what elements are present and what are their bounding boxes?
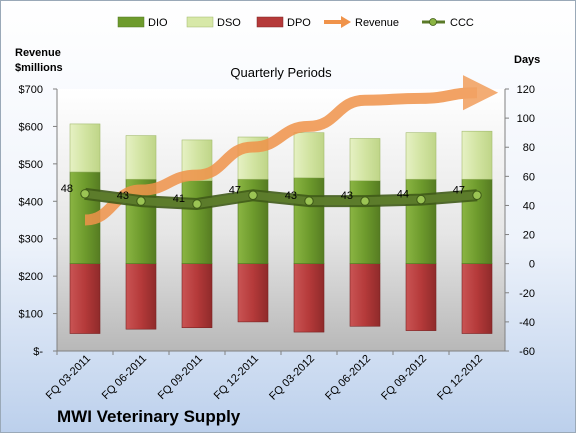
left-tick-label: $- (33, 346, 43, 358)
left-axis-ticks: $- $100 $200 $300 $400 $500 $600 $700 (19, 84, 57, 358)
revenue-layer (84, 75, 499, 226)
bar-dpo (125, 263, 157, 330)
legend-swatch-dso (186, 16, 214, 28)
legend-label-revenue: Revenue (355, 17, 399, 29)
ccc-data-label: 47 (453, 184, 465, 196)
ccc-point (472, 190, 482, 200)
right-tick-label: 60 (523, 171, 535, 183)
x-tick-label: FQ 03-2011 (44, 353, 93, 402)
bar-dio (405, 178, 437, 264)
ccc-point (416, 194, 426, 205)
company-name: MWI Veterinary Supply (57, 407, 241, 426)
x-tick-label: FQ 12-2011 (212, 353, 261, 402)
x-axis-ticks: FQ 03-2011 FQ 06-2011 FQ 09-2011 FQ 12-2011… (44, 351, 485, 403)
ccc-layer: 48 43 41 47 43 43 44 47 (61, 183, 482, 210)
x-tick-label: FQ 12-2012 (435, 353, 485, 403)
bar-dso (349, 138, 381, 182)
ccc-data-label: 43 (285, 190, 297, 202)
right-tick-label: -20 (519, 288, 535, 300)
legend: DIO DSO DPO Revenue CCC (117, 16, 474, 29)
ccc-data-label: 47 (229, 184, 241, 196)
bar-dpo (237, 263, 269, 323)
legend-label-dso: DSO (217, 17, 241, 29)
left-tick-label: $400 (19, 196, 43, 208)
right-axis-ticks: -60 -40 -20 0 20 40 60 80 100 120 (505, 84, 535, 358)
right-tick-label: 120 (517, 84, 535, 96)
ccc-data-label: 43 (117, 190, 129, 202)
left-axis-title-line1: Revenue (15, 47, 61, 59)
right-axis-title: Days (514, 54, 540, 66)
left-axis-title-line2: $millions (15, 62, 63, 74)
ccc-point (248, 190, 258, 200)
bar-dso (461, 130, 493, 180)
bar-dso (69, 123, 101, 173)
bar-dpo (405, 263, 437, 331)
ccc-point (136, 196, 146, 206)
left-tick-label: $700 (19, 84, 43, 96)
left-tick-label: $200 (19, 271, 43, 283)
ccc-line (84, 189, 478, 208)
bar-dio (293, 177, 325, 264)
right-tick-label: 40 (523, 200, 535, 212)
bar-dso (125, 135, 157, 180)
x-tick-label: FQ 09-2012 (379, 353, 429, 403)
bar-dio (181, 180, 213, 264)
x-tick-label: FQ 06-2012 (323, 353, 373, 403)
bars-layer (69, 123, 493, 334)
left-tick-label: $100 (19, 309, 43, 321)
ccc-data-label: 48 (61, 183, 73, 195)
left-tick-label: $500 (19, 159, 43, 171)
x-tick-label: FQ 06-2011 (100, 353, 149, 402)
right-tick-label: 80 (523, 142, 535, 154)
bar-dpo (293, 263, 325, 333)
legend-label-dpo: DPO (287, 17, 311, 29)
legend-swatch-dio (117, 16, 145, 28)
right-tick-label: -60 (519, 346, 535, 358)
ccc-point (80, 189, 90, 199)
x-tick-label: FQ 09-2011 (156, 353, 205, 402)
legend-label-dio: DIO (148, 17, 168, 29)
legend-line-marker-icon (422, 18, 445, 26)
revenue-line (84, 75, 499, 226)
chart-subtitle: Quarterly Periods (230, 65, 332, 80)
right-tick-label: 0 (529, 259, 535, 271)
legend-arrow-icon (324, 16, 351, 28)
ccc-data-label: 43 (341, 190, 353, 202)
x-tick-label: FQ 03-2012 (267, 353, 317, 403)
left-tick-label: $600 (19, 121, 43, 133)
ccc-point (192, 199, 202, 209)
bar-dso (293, 132, 325, 179)
left-tick-label: $300 (19, 234, 43, 246)
bar-dpo (69, 263, 101, 334)
legend-swatch-dpo (256, 16, 284, 28)
right-tick-label: 100 (517, 113, 535, 125)
ccc-data-label: 44 (397, 189, 409, 201)
bar-dpo (349, 263, 381, 327)
ccc-data-label: 41 (173, 193, 185, 205)
right-tick-label: 20 (523, 230, 535, 242)
bar-dio (349, 180, 381, 264)
plot-area (57, 89, 505, 351)
bar-dpo (181, 263, 213, 329)
bar-dso (405, 132, 437, 180)
bar-dpo (461, 263, 493, 334)
right-tick-label: -40 (519, 317, 535, 329)
ccc-point (360, 196, 370, 206)
ccc-point (304, 196, 314, 206)
legend-label-ccc: CCC (450, 17, 474, 29)
